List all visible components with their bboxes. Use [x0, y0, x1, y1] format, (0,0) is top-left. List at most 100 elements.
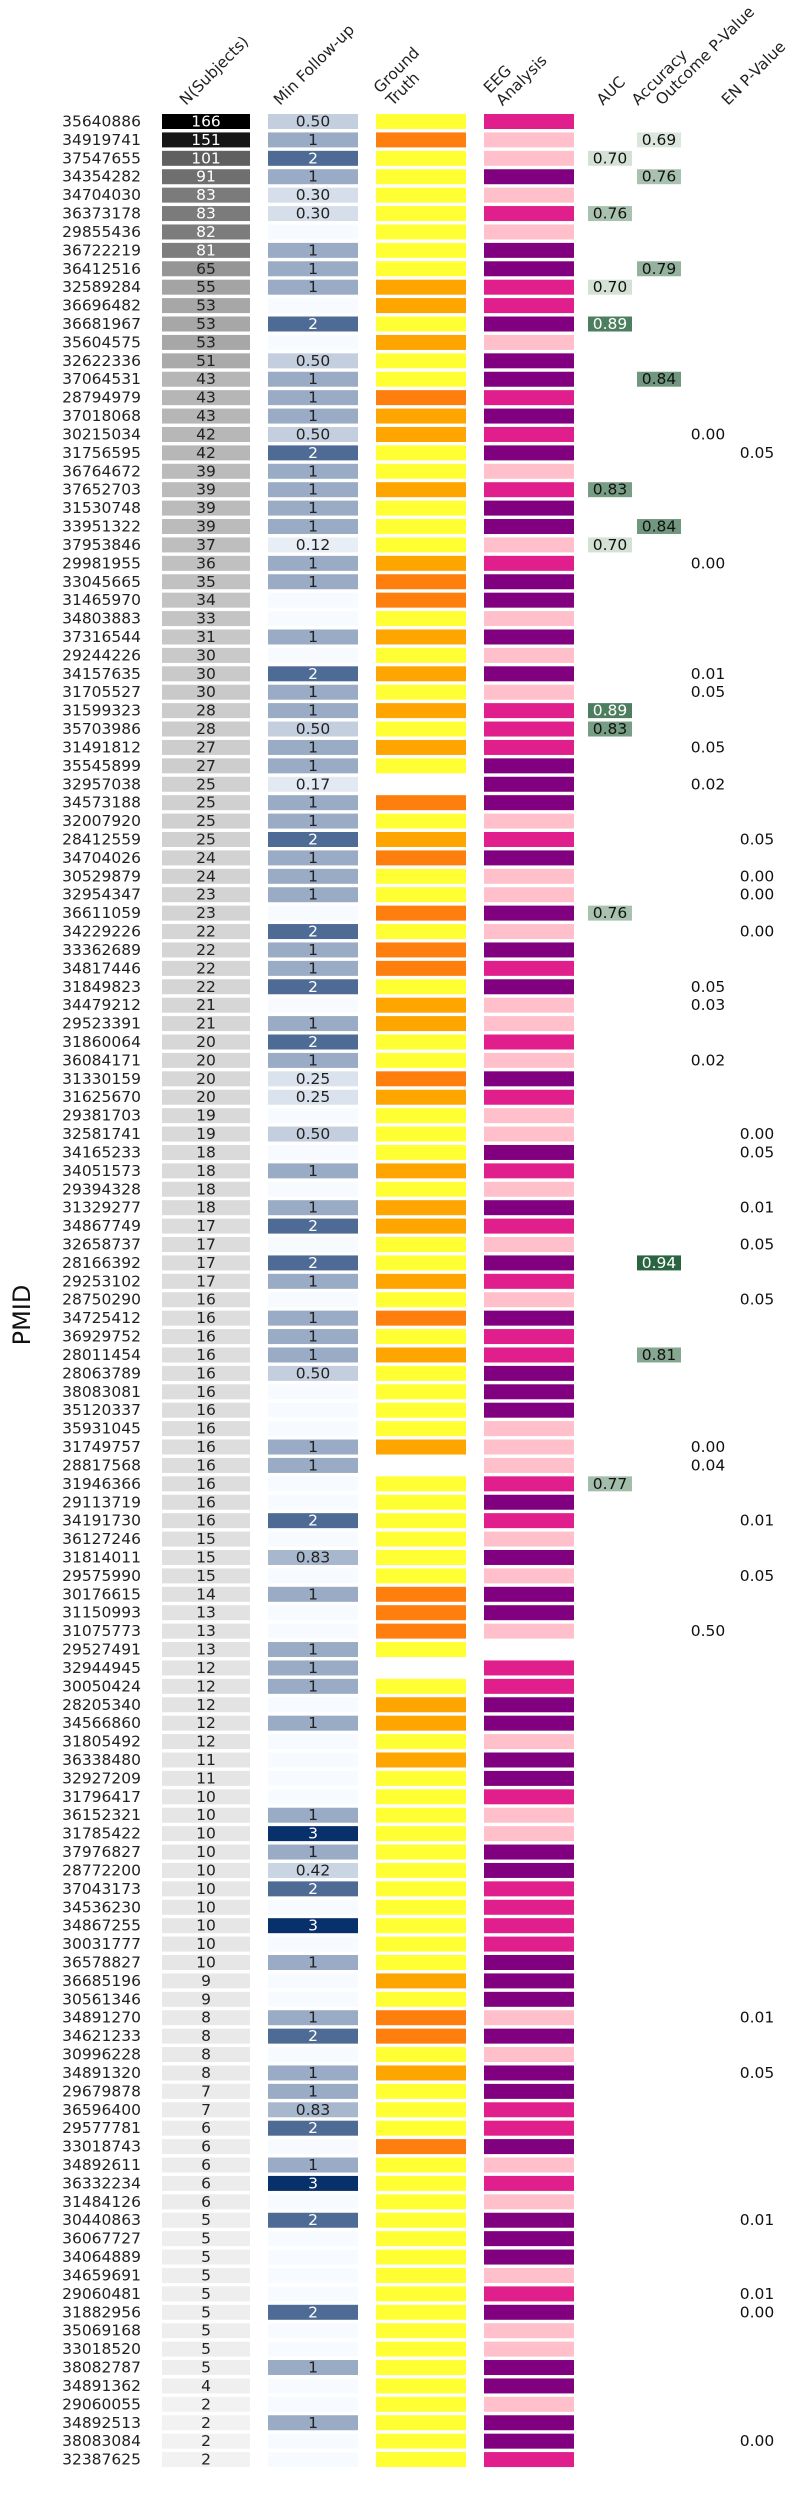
pmid-label: 30440863 — [62, 2211, 141, 2229]
pmid-label: 29244226 — [62, 646, 141, 664]
n-subjects-cell — [162, 795, 250, 811]
follow-up-value: 3 — [308, 2174, 318, 2192]
ground-truth-cell — [376, 1955, 466, 1970]
table-row: 28011454 16 1 0.81 — [62, 1346, 681, 1364]
n-subjects-value: 16 — [196, 1364, 216, 1382]
follow-up-value: 0.30 — [296, 205, 331, 223]
n-subjects-value: 16 — [196, 1346, 216, 1364]
table-row: 28412559 25 2 0.05 — [62, 830, 774, 848]
n-subjects-value: 18 — [196, 1162, 216, 1180]
n-subjects-value: 8 — [201, 2009, 211, 2027]
n-subjects-cell — [162, 316, 250, 332]
ground-truth-cell — [376, 2433, 466, 2449]
n-subjects-cell — [162, 758, 250, 774]
pmid-label: 36412516 — [62, 260, 141, 278]
n-subjects-value: 10 — [196, 1788, 216, 1806]
table-row: 31749757 16 1 0.00 — [62, 1438, 725, 1456]
eeg-analysis-cell — [484, 942, 574, 958]
follow-up-value: 1 — [308, 1328, 318, 1346]
table-row: 34165233 18 0.05 — [62, 1143, 774, 1161]
pmid-label: 31530748 — [62, 499, 141, 517]
acc-cell — [637, 169, 681, 185]
eeg-analysis-cell — [484, 1144, 574, 1160]
n-subjects-cell — [162, 1457, 250, 1473]
ground-truth-cell — [376, 1255, 466, 1271]
follow-up-value: 1 — [308, 554, 318, 572]
ground-truth-cell — [376, 1862, 466, 1878]
table-row: 35545899 27 1 — [62, 757, 574, 775]
n-subjects-value: 11 — [196, 1769, 216, 1787]
follow-up-value: 1 — [308, 462, 318, 480]
follow-up-cell — [268, 1807, 358, 1823]
ground-truth-cell — [376, 1237, 466, 1253]
n-subjects-cell — [162, 2212, 250, 2228]
table-row: 37043173 10 2 — [62, 1880, 574, 1898]
table-row: 36412516 65 1 0.79 — [62, 260, 681, 278]
eeg-analysis-cell — [484, 2249, 574, 2265]
n-subjects-cell — [162, 224, 250, 240]
n-subjects-value: 5 — [201, 2266, 211, 2284]
ground-truth-cell — [376, 2139, 466, 2155]
pmid-label: 36596400 — [62, 2101, 141, 2119]
follow-up-value: 0.30 — [296, 186, 331, 204]
follow-up-cell — [268, 1457, 358, 1473]
n-subjects-cell — [162, 2231, 250, 2247]
follow-up-cell — [268, 316, 358, 332]
n-subjects-cell — [162, 1218, 250, 1234]
ground-truth-cell — [376, 2396, 466, 2412]
ground-truth-cell — [376, 2120, 466, 2136]
ground-truth-cell — [376, 1807, 466, 1823]
table-row: 36696482 53 — [62, 297, 574, 315]
eeg-analysis-cell — [484, 2010, 574, 2026]
n-subjects-cell — [162, 1752, 250, 1768]
n-subjects-cell — [162, 2065, 250, 2081]
follow-up-cell — [268, 2083, 358, 2099]
n-subjects-value: 16 — [196, 1475, 216, 1493]
outcome-p-value: 0.01 — [691, 665, 726, 683]
acc-value: 0.84 — [642, 518, 677, 536]
ground-truth-cell — [376, 813, 466, 829]
pmid-label: 34191730 — [62, 1512, 141, 1530]
n-subjects-cell — [162, 2323, 250, 2339]
eeg-analysis-cell — [484, 1310, 574, 1326]
n-subjects-cell — [162, 1089, 250, 1105]
follow-up-cell — [268, 758, 358, 774]
table-row: 35604575 53 — [62, 333, 574, 351]
follow-up-value: 2 — [308, 978, 318, 996]
n-subjects-cell — [162, 500, 250, 516]
ground-truth-cell — [376, 905, 466, 921]
follow-up-cell — [268, 2028, 358, 2044]
n-subjects-value: 33 — [196, 610, 216, 628]
follow-up-cell — [268, 1789, 358, 1805]
follow-up-value: 1 — [308, 628, 318, 646]
eeg-analysis-cell — [484, 1955, 574, 1970]
ground-truth-cell — [376, 1329, 466, 1345]
n-subjects-cell — [162, 1384, 250, 1400]
pmid-label: 28794979 — [62, 389, 141, 407]
follow-up-cell — [268, 1273, 358, 1289]
n-subjects-value: 19 — [196, 1107, 216, 1125]
follow-up-cell — [268, 1715, 358, 1731]
n-subjects-value: 25 — [196, 794, 216, 812]
ground-truth-cell — [376, 1144, 466, 1160]
ground-truth-cell — [376, 1789, 466, 1805]
follow-up-value: 1 — [308, 1346, 318, 1364]
n-subjects-value: 13 — [196, 1622, 216, 1640]
table-row: 36764672 39 1 — [62, 462, 574, 480]
table-row: 37547655 101 2 0.70 — [62, 149, 632, 167]
n-subjects-cell — [162, 2433, 250, 2449]
pmid-label: 28772200 — [62, 1861, 141, 1879]
pmid-label: 36338480 — [62, 1751, 141, 1769]
follow-up-value: 2 — [308, 315, 318, 333]
pmid-label: 29527491 — [62, 1641, 141, 1659]
ground-truth-cell — [376, 1734, 466, 1750]
follow-up-value: 1 — [308, 1051, 318, 1069]
n-subjects-value: 7 — [201, 2082, 211, 2100]
pmid-label: 29577781 — [62, 2119, 141, 2137]
table-row: 36685196 9 — [62, 1972, 574, 1990]
follow-up-value: 0.50 — [296, 352, 331, 370]
n-subjects-cell — [162, 1715, 250, 1731]
n-subjects-cell — [162, 445, 250, 461]
n-subjects-cell — [162, 537, 250, 553]
